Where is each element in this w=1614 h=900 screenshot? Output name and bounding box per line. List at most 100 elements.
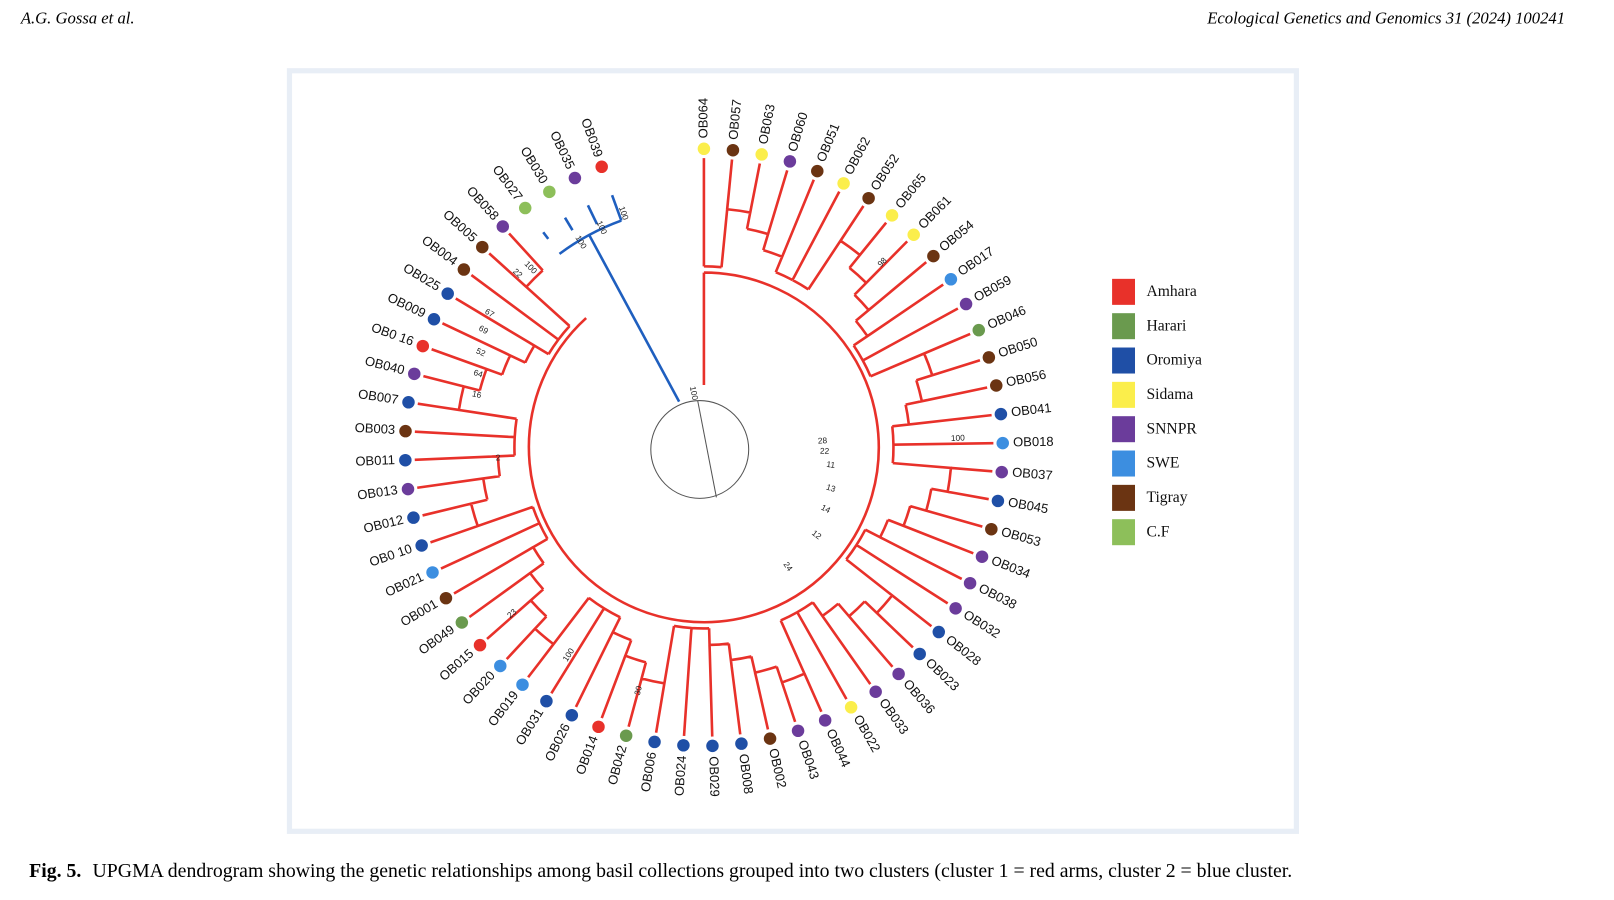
leaf-dot (402, 396, 415, 409)
leaf-dot (932, 625, 946, 639)
leaf-dot (726, 143, 740, 157)
leaf-dot (837, 177, 850, 190)
leaf-dot (516, 678, 529, 691)
red-branches (414, 158, 994, 737)
leaf-dot (415, 539, 428, 552)
bootstrap-value: 14 (819, 502, 832, 515)
blue-branches (542, 194, 681, 403)
leaf-dot (401, 482, 415, 496)
leaf-dot (439, 591, 453, 605)
leaf-label: OB045 (1007, 494, 1050, 516)
leaf-dot (869, 685, 882, 699)
leaf-label: OB003 (354, 420, 395, 437)
leaf-dot (913, 647, 926, 661)
bootstrap-value: 16 (471, 388, 483, 400)
leaf-dot (862, 191, 875, 205)
bootstrap-value: 100 (951, 432, 966, 442)
leaf-dot (455, 616, 469, 629)
caption-text: UPGMA dendrogram showing the genetic rel… (93, 859, 1293, 881)
caption: Fig. 5. UPGMA dendrogram showing the gen… (29, 859, 1292, 881)
leaf-dot (568, 171, 582, 185)
legend-swatch (1112, 381, 1136, 408)
legend-label: Sidama (1146, 386, 1193, 403)
leaf-dot (518, 201, 532, 215)
leaf-dot (927, 249, 940, 263)
leaf-dot (677, 739, 690, 752)
leaf-dot (648, 735, 661, 749)
leaf-label: OB029 (706, 756, 722, 797)
legend-swatch (1112, 416, 1136, 443)
leaf-dot (818, 714, 832, 727)
leaf-label: OB011 (355, 452, 395, 469)
legend-label: Amhara (1146, 283, 1196, 300)
leaf-dot (697, 142, 711, 156)
leaf-dot (540, 694, 553, 708)
legend-swatch (1112, 450, 1136, 477)
leaf-dot (783, 155, 797, 168)
bootstrap-value: 11 (826, 459, 836, 470)
leaf-dot (494, 659, 507, 673)
leaf-label: OB037 (1012, 464, 1054, 482)
leaf-dot (791, 724, 805, 738)
leaf-dot (592, 720, 605, 734)
leaf-dot (994, 407, 1008, 421)
leaf-dot (408, 367, 421, 381)
leaf-label: OB008 (736, 753, 756, 795)
leaf-dot (995, 465, 1008, 479)
leaf-dot (441, 287, 454, 300)
leaf-dot (963, 576, 977, 590)
legend-label: Harari (1146, 317, 1187, 334)
legend-label: Tigray (1146, 489, 1187, 506)
bootstrap-value: 22 (820, 446, 830, 456)
root-circle (650, 400, 750, 499)
leaf-label: OB041 (1010, 400, 1052, 419)
leaf-dot (972, 323, 986, 337)
legend-label: C.F (1146, 523, 1169, 540)
leaf-dot (407, 511, 420, 524)
leaf-dot (399, 453, 412, 467)
leaf-dot (892, 667, 905, 681)
leaf-dot (763, 732, 777, 745)
leaf-dot (959, 297, 973, 311)
leaf-dot (595, 160, 608, 174)
leaf-dot (476, 240, 489, 254)
leaf-dot (706, 739, 719, 753)
leaf-label: OB024 (671, 755, 689, 796)
root-line (697, 400, 717, 498)
bootstrap-value: 2 (495, 452, 501, 462)
legend-label: Oromiya (1146, 352, 1202, 369)
leaf-dot (949, 602, 962, 615)
leaf-dot (457, 263, 471, 276)
legend-label: SNNPR (1146, 420, 1197, 437)
leaf-dot (496, 220, 510, 233)
running-head-left: A.G. Gossa et al. (20, 9, 135, 28)
leaf-dot (975, 550, 989, 563)
leaf-label: OB064 (695, 98, 710, 138)
leaf-dot (844, 701, 858, 714)
legend-swatch (1112, 347, 1136, 374)
caption-label: Fig. 5. (29, 859, 81, 881)
leaf-label: OB006 (638, 751, 659, 793)
legend-label: SWE (1146, 455, 1179, 472)
leaf-dot (944, 273, 958, 286)
leaf-label: OB013 (356, 482, 398, 502)
legend-swatch (1112, 484, 1136, 511)
leaf-dot (735, 737, 748, 750)
leaf-label: OB057 (725, 99, 744, 141)
leaf-dot (985, 522, 998, 536)
bootstrap-value: 30 (632, 684, 644, 696)
legend-swatch (1112, 278, 1136, 305)
leaf-dot (619, 729, 633, 742)
leaf-dot (991, 494, 1005, 508)
leaf-dot (907, 228, 920, 241)
leaf-dot (990, 379, 1003, 392)
leaf-dot (996, 436, 1009, 450)
legend-swatch (1112, 519, 1136, 546)
leaf-dot (427, 313, 441, 326)
leaf-dot (565, 709, 579, 722)
running-head-right: Ecological Genetics and Genomics 31 (202… (1206, 9, 1565, 28)
leaf-dot (399, 424, 412, 438)
leaf-dot (885, 209, 899, 222)
